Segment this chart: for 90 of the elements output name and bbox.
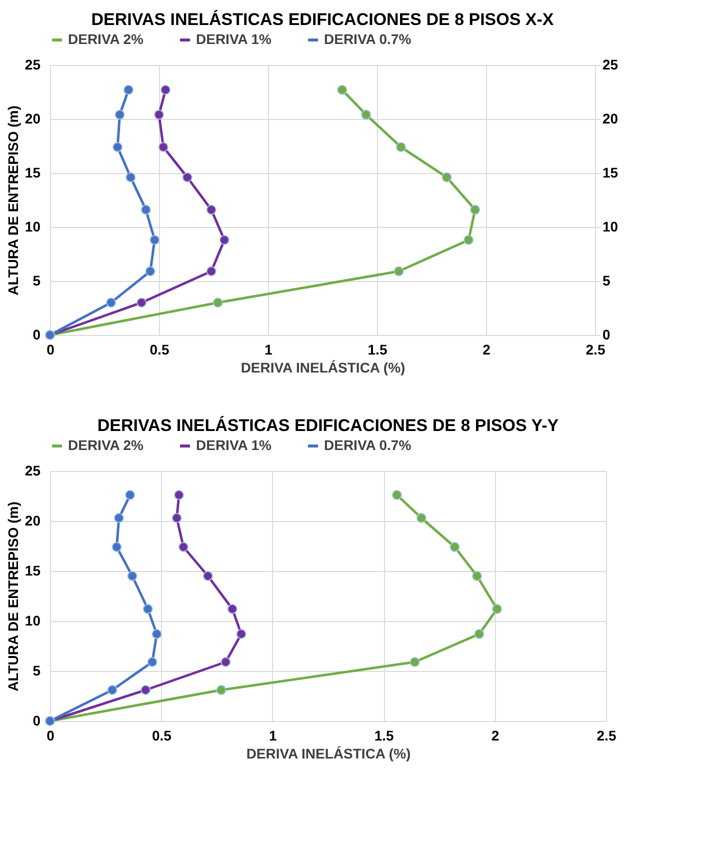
point <box>392 490 402 500</box>
point <box>212 298 223 308</box>
legend-label: DERIVA 2% <box>68 31 144 47</box>
point <box>154 110 164 120</box>
point <box>172 513 182 523</box>
point <box>202 571 213 581</box>
point <box>127 571 138 581</box>
point <box>216 685 226 695</box>
x-tick-label: 2.5 <box>596 728 616 744</box>
chart-title: DERIVAS INELÁSTICAS EDIFICACIONES DE 8 PISOS X-X <box>91 9 554 29</box>
point <box>136 298 147 308</box>
point <box>227 604 238 614</box>
y-tick-label: 10 <box>24 218 41 234</box>
y2-tick-label: 25 <box>602 56 618 72</box>
point <box>472 571 482 581</box>
point <box>114 110 125 120</box>
point <box>182 172 192 182</box>
point <box>464 234 474 245</box>
point <box>160 84 171 95</box>
x-tick-label: 1 <box>269 728 277 744</box>
point <box>219 234 230 245</box>
point <box>142 604 153 614</box>
point <box>106 298 116 308</box>
point <box>470 204 480 215</box>
point <box>152 629 162 639</box>
point <box>150 234 160 245</box>
legend-label: DERIVA 0.7% <box>324 31 412 47</box>
point <box>126 172 136 182</box>
point <box>174 490 184 500</box>
point <box>125 490 136 500</box>
x-axis-title: DERIVA INELÁSTICA (%) <box>246 746 411 762</box>
point <box>236 629 246 639</box>
y-tick-label: 25 <box>24 462 41 478</box>
y2-tick-label: 15 <box>602 164 618 180</box>
x-tick-label: 2.5 <box>586 342 606 358</box>
point <box>396 142 406 152</box>
y-axis-title: ALTURA DE ENTREPISO (m) <box>4 502 21 692</box>
point <box>178 542 188 552</box>
point <box>450 542 460 552</box>
chart-title: DERIVAS INELÁSTICAS EDIFICACIONES DE 8 PISOS Y-Y <box>97 415 560 435</box>
point <box>140 204 151 215</box>
legend-label: DERIVA 0.7% <box>324 437 412 453</box>
point <box>114 513 124 523</box>
point <box>158 142 168 152</box>
point <box>220 657 231 667</box>
point <box>474 629 484 639</box>
y-tick-label: 0 <box>32 712 41 728</box>
y-tick-label: 25 <box>24 56 41 72</box>
point <box>394 266 404 276</box>
point <box>361 110 372 120</box>
x-tick-label: 2 <box>491 728 500 744</box>
x-tick-label: 0 <box>46 342 55 358</box>
point <box>124 84 134 95</box>
x-tick-label: 2 <box>482 342 491 358</box>
point <box>140 685 151 695</box>
y-tick-label: 5 <box>32 272 41 288</box>
y-tick-label: 15 <box>24 164 41 180</box>
point <box>492 604 502 614</box>
y-tick-label: 15 <box>24 562 41 578</box>
y-tick-label: 10 <box>24 612 41 628</box>
y2-tick-label: 20 <box>602 110 618 126</box>
x-tick-label: 1 <box>264 342 273 358</box>
point <box>112 142 123 152</box>
x-tick-label: 0.5 <box>152 728 172 744</box>
point <box>145 266 156 276</box>
y2-tick-label: 0 <box>602 326 610 342</box>
x-tick-label: 1.5 <box>368 342 388 358</box>
point <box>147 657 158 667</box>
point <box>206 204 216 215</box>
y-tick-label: 0 <box>32 326 41 342</box>
y-axis-title: ALTURA DE ENTREPISO (m) <box>4 106 21 296</box>
point <box>337 84 348 95</box>
point <box>112 542 122 552</box>
y-tick-label: 20 <box>24 110 41 126</box>
point <box>416 513 426 523</box>
point <box>410 657 420 667</box>
x-axis-title: DERIVA INELÁSTICA (%) <box>240 360 406 376</box>
point <box>107 685 118 695</box>
y2-tick-label: 5 <box>602 272 610 288</box>
point <box>442 172 452 182</box>
x-tick-label: 1.5 <box>374 728 394 744</box>
y-tick-label: 20 <box>24 512 41 528</box>
legend-label: DERIVA 2% <box>68 437 144 453</box>
x-tick-label: 0.5 <box>150 342 170 358</box>
y2-tick-label: 10 <box>602 218 618 234</box>
x-tick-label: 0 <box>46 728 55 744</box>
legend-label: DERIVA 1% <box>196 437 272 453</box>
y-tick-label: 5 <box>32 662 41 678</box>
point <box>206 266 216 276</box>
legend-label: DERIVA 1% <box>196 31 272 47</box>
